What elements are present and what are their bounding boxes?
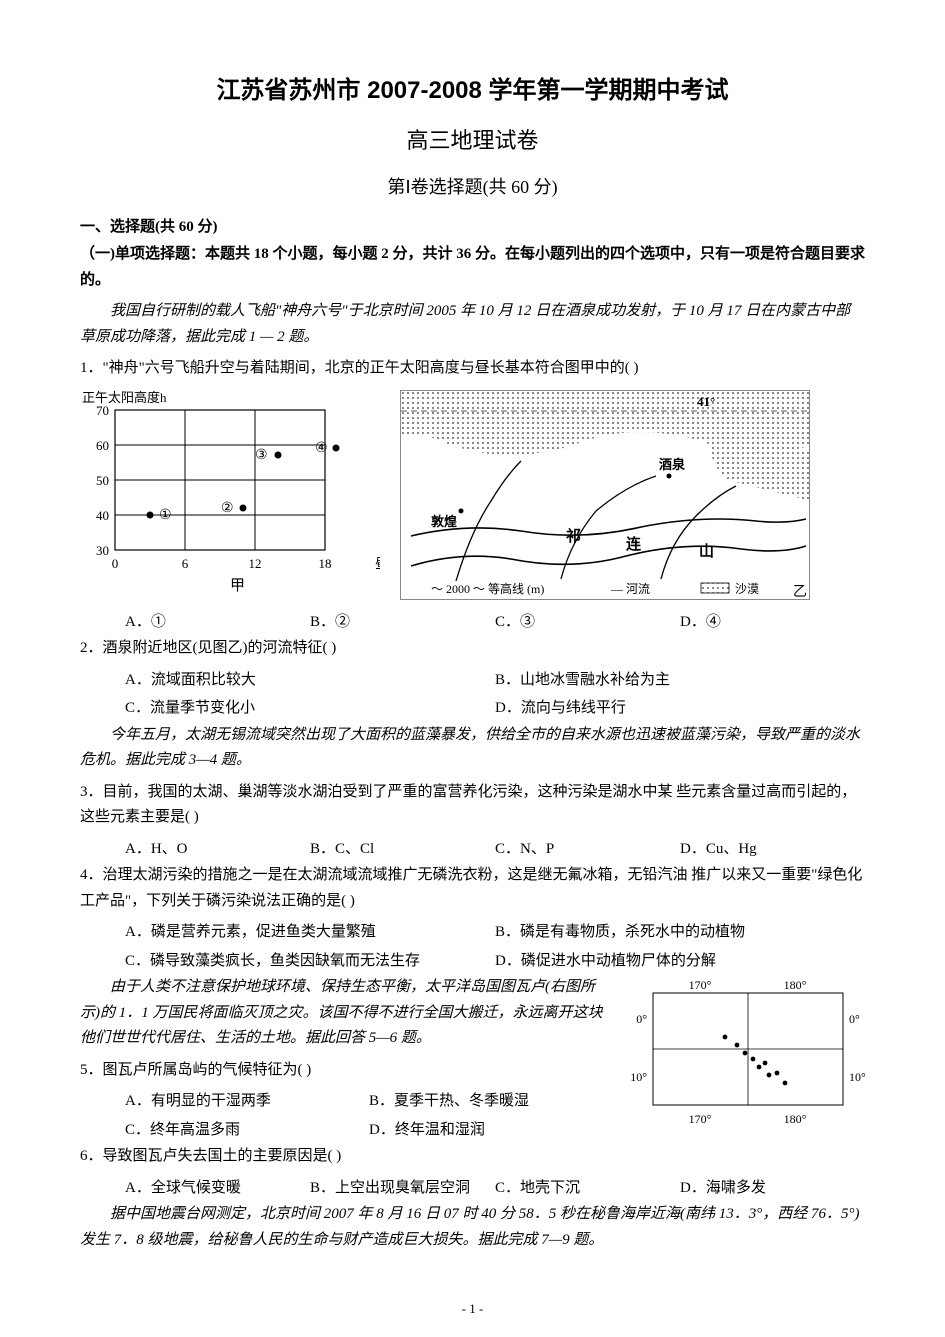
q2-stem: 2．酒泉附近地区(见图乙)的河流特征( ) [80, 636, 865, 662]
title-section: 第Ⅰ卷选择题(共 60 分) [80, 173, 865, 199]
svg-text:昼长(小时): 昼长(小时) [375, 556, 380, 571]
svg-text:60: 60 [96, 438, 109, 453]
q4-optB: B．磷是有毒物质，杀死水中的动植物 [495, 918, 865, 947]
chart-tuvalu-svg: 170° 180° 170° 180° 0° 10° 0° 10° [625, 975, 865, 1130]
q3-optB: B．C、Cl [310, 835, 495, 864]
q6-optA: A．全球气候变暖 [125, 1174, 310, 1203]
q3-optC: C．N、P [495, 835, 680, 864]
q5-optB: B．夏季干热、冬季暖湿 [369, 1087, 613, 1116]
title-sub: 高三地理试卷 [80, 123, 865, 155]
svg-text:甲: 甲 [230, 578, 245, 594]
q6-optD: D．海啸多发 [680, 1174, 865, 1203]
svg-text:酒泉: 酒泉 [659, 457, 686, 472]
q6-optC: C．地壳下沉 [495, 1174, 680, 1203]
page-number: - 1 - [462, 1301, 484, 1317]
svg-text:41°: 41° [697, 394, 715, 409]
instruction: （一)单项选择题：本题共 18 个小题，每小题 2 分，共计 36 分。在每小题… [80, 242, 865, 293]
q5-optA: A．有明显的干湿两季 [125, 1087, 369, 1116]
q2-optB: B．山地冰雪融水补给为主 [495, 666, 865, 695]
q2-optD: D．流向与纬线平行 [495, 694, 865, 723]
q1-options: A．① B．② C．③ D．④ [80, 608, 865, 637]
q3-optA: A．H、O [125, 835, 310, 864]
svg-text:②: ② [221, 501, 234, 516]
map-yi-svg: 41° 敦煌 酒泉 祁 连 山 ～ 2000 ～ 等高线 (m) — 河流 沙漠… [401, 391, 810, 600]
svg-text:6: 6 [182, 556, 189, 571]
q5-optD: D．终年温和湿润 [369, 1116, 613, 1145]
svg-text:敦煌: 敦煌 [431, 514, 457, 529]
svg-text:70: 70 [96, 403, 109, 418]
q6-optB: B．上空出现臭氧层空洞 [310, 1174, 495, 1203]
svg-text:180°: 180° [784, 978, 807, 992]
q3-optD: D．Cu、Hg [680, 835, 865, 864]
svg-text:180°: 180° [784, 1112, 807, 1126]
svg-text:— 河流: — 河流 [610, 582, 650, 596]
title-main: 江苏省苏州市 2007-2008 学年第一学期期中考试 [80, 70, 865, 105]
svg-text:0: 0 [112, 556, 119, 571]
q2-optC: C．流量季节变化小 [125, 694, 495, 723]
svg-text:～ 2000 ～ 等高线 (m): ～ 2000 ～ 等高线 (m) [431, 581, 544, 596]
q3-options: A．H、O B．C、Cl C．N、P D．Cu、Hg [80, 835, 865, 864]
q1-optC: C．③ [495, 608, 680, 637]
svg-text:④: ④ [315, 441, 328, 456]
svg-text:10°: 10° [849, 1070, 865, 1084]
context-q3-q4: 今年五月，太湖无锡流域突然出现了大面积的蓝藻暴发，供给全市的自来水源也迅速被蓝藻… [80, 723, 865, 774]
svg-text:170°: 170° [689, 1112, 712, 1126]
q1-optD: D．④ [680, 608, 865, 637]
svg-text:40: 40 [96, 508, 109, 523]
map-yi: 41° 敦煌 酒泉 祁 连 山 ～ 2000 ～ 等高线 (m) — 河流 沙漠… [400, 390, 810, 600]
q3-stem: 3．目前，我国的太湖、巢湖等淡水湖泊受到了严重的富营养化污染，这种污染是湖水中某… [80, 780, 865, 831]
svg-text:祁: 祁 [566, 527, 581, 545]
svg-text:0°: 0° [849, 1012, 860, 1026]
q4-options: A．磷是营养元素，促进鱼类大量繁殖 B．磷是有毒物质，杀死水中的动植物 C．磷导… [80, 918, 865, 975]
chart-tuvalu: 170° 180° 170° 180° 0° 10° 0° 10° [625, 975, 865, 1135]
svg-text:18: 18 [319, 556, 332, 571]
q1-optB: B．② [310, 608, 495, 637]
figures-row-1: 正午太阳高度h 70 60 50 40 30 0 6 12 18 [80, 390, 865, 600]
svg-text:30: 30 [96, 543, 109, 558]
context-q7-q9: 据中国地震台网测定，北京时间 2007 年 8 月 16 日 07 时 40 分… [80, 1202, 865, 1253]
svg-text:①: ① [159, 508, 172, 523]
svg-text:0°: 0° [636, 1012, 647, 1026]
svg-text:10°: 10° [630, 1070, 647, 1084]
q4-optC: C．磷导致藻类疯长，鱼类因缺氧而无法生存 [125, 947, 495, 976]
svg-text:沙漠: 沙漠 [735, 582, 759, 596]
chart-jia-ylabel: 正午太阳高度h [82, 390, 167, 405]
q6-options: A．全球气候变暖 B．上空出现臭氧层空洞 C．地壳下沉 D．海啸多发 [80, 1174, 865, 1203]
q6-stem: 6．导致图瓦卢失去国土的主要原因是( ) [80, 1144, 865, 1170]
q2-options: A．流域面积比较大 B．山地冰雪融水补给为主 C．流量季节变化小 D．流向与纬线… [80, 666, 865, 723]
svg-text:50: 50 [96, 473, 109, 488]
svg-text:连: 连 [626, 535, 642, 553]
q1-optA: A．① [125, 608, 310, 637]
q5-optC: C．终年高温多雨 [125, 1116, 369, 1145]
q1-stem: 1．"神舟"六号飞船升空与着陆期间，北京的正午太阳高度与昼长基本符合图甲中的( … [80, 356, 865, 382]
q4-optD: D．磷促进水中动植物尸体的分解 [495, 947, 865, 976]
q5-options: A．有明显的干湿两季 B．夏季干热、冬季暖湿 C．终年高温多雨 D．终年温和湿润 [80, 1087, 613, 1144]
context-q1-q2: 我国自行研制的载人飞船"神舟六号"于北京时间 2005 年 10 月 12 日在… [80, 299, 865, 350]
svg-text:170°: 170° [689, 978, 712, 992]
svg-text:12: 12 [249, 556, 262, 571]
svg-text:乙: 乙 [793, 584, 807, 600]
chart-jia-svg: 正午太阳高度h 70 60 50 40 30 0 6 12 18 [80, 390, 380, 595]
svg-text:③: ③ [255, 448, 268, 463]
chart-jia: 正午太阳高度h 70 60 50 40 30 0 6 12 18 [80, 390, 380, 600]
q4-stem: 4．治理太湖污染的措施之一是在太湖流域流域推广无磷洗衣粉，这是继无氟冰箱，无铅汽… [80, 863, 865, 914]
section-header: 一、选择题(共 60 分) [80, 215, 865, 236]
q2-optA: A．流域面积比较大 [125, 666, 495, 695]
q4-optA: A．磷是营养元素，促进鱼类大量繁殖 [125, 918, 495, 947]
svg-text:山: 山 [699, 543, 714, 560]
